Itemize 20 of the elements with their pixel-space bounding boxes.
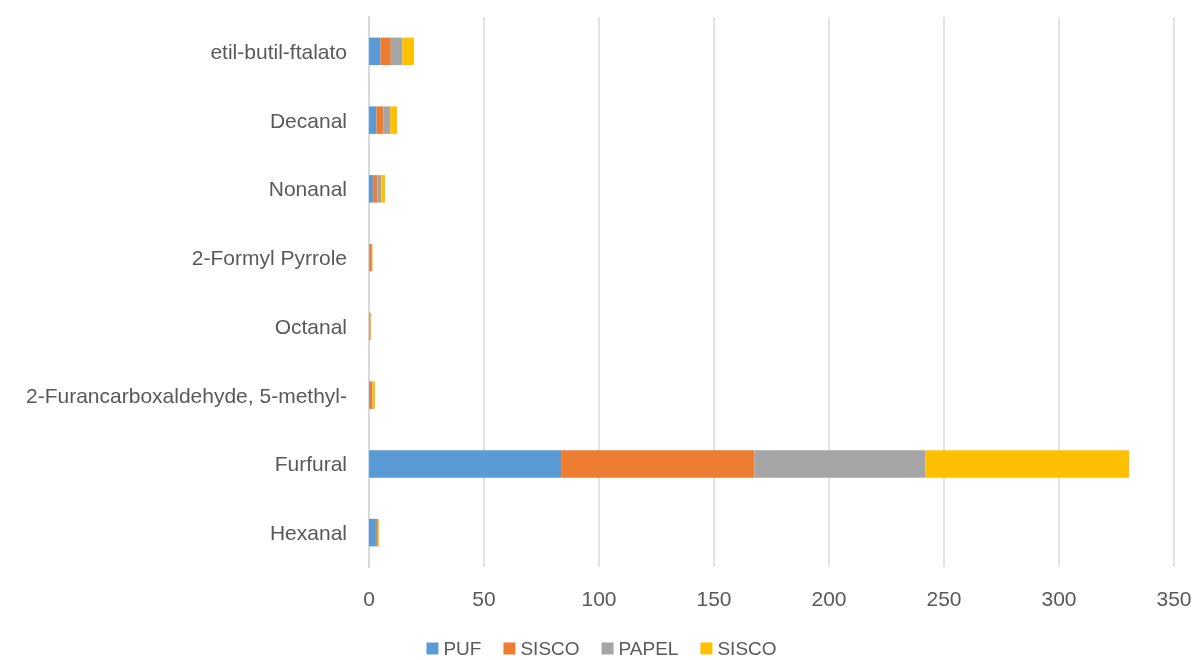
x-tick-label: 200 [811, 587, 847, 610]
y-tick-label: 2-Furancarboxaldehyde, 5-methyl- [26, 383, 347, 407]
y-tick-label: 2-Formyl Pyrrole [191, 246, 347, 270]
x-tick-label: 100 [581, 587, 617, 610]
x-tick-label: 0 [363, 587, 375, 610]
y-tick-label: etil-butil-ftalato [210, 39, 347, 63]
legend-label: PAPEL [618, 638, 679, 659]
y-tick-label: Octanal [274, 314, 347, 338]
legend-label: SISCO [717, 638, 777, 659]
y-tick-label: Decanal [269, 108, 347, 132]
y-tick-label: Nonanal [268, 177, 347, 201]
x-tick-label: 250 [926, 587, 962, 610]
x-tick-label: 50 [472, 587, 496, 610]
x-tick-label: 150 [696, 587, 732, 610]
y-tick-label: Hexanal [269, 521, 347, 545]
x-tick-label: 350 [1156, 587, 1192, 610]
x-tick-label: 300 [1041, 587, 1077, 610]
y-tick-label: Furfural [274, 452, 347, 476]
legend-label: PUF [443, 638, 482, 659]
legend-label: SISCO [520, 638, 580, 659]
